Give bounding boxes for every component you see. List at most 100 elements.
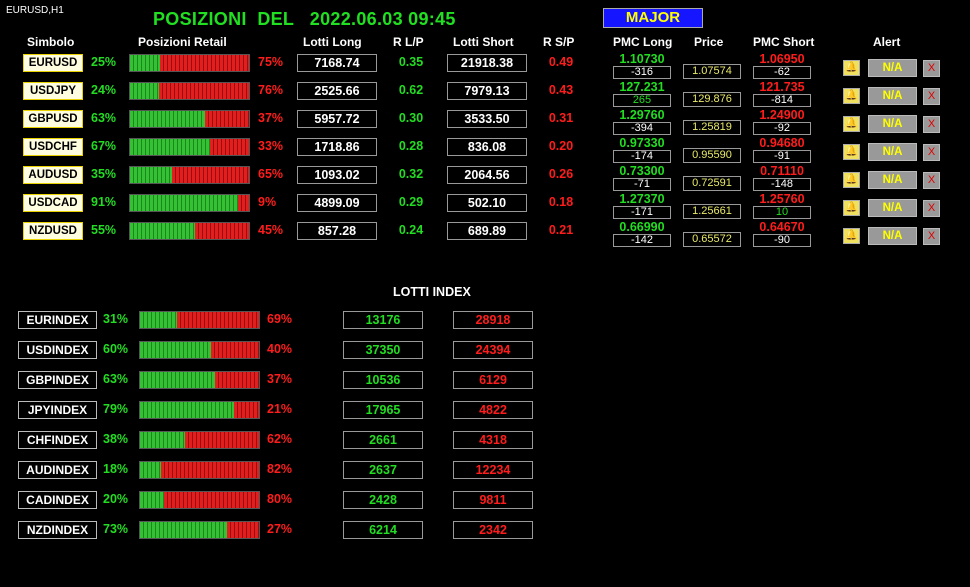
r-sp-value: 0.31 <box>548 111 574 125</box>
alert-status-button[interactable]: N/A <box>868 171 917 189</box>
alert-bell-icon[interactable]: 🔔 <box>843 200 860 216</box>
long-fill <box>130 167 172 183</box>
alert-close-button[interactable]: X <box>923 200 940 217</box>
symbol-button[interactable]: EURUSD <box>23 54 83 72</box>
alert-bell-icon[interactable]: 🔔 <box>843 116 860 132</box>
pmc-short-diff: -90 <box>753 234 811 247</box>
alert-close-button[interactable]: X <box>923 60 940 77</box>
symbol-button[interactable]: USDCAD <box>23 194 83 212</box>
index-long-fill <box>140 312 177 328</box>
alert-bell-icon[interactable]: 🔔 <box>843 144 860 160</box>
index-long-percent: 73% <box>103 522 129 536</box>
lotti-short-field: 21918.38 <box>447 54 527 72</box>
major-button[interactable]: MAJOR <box>603 8 703 28</box>
alert-bell-icon[interactable]: 🔔 <box>843 88 860 104</box>
short-fill <box>159 55 249 71</box>
retail-position-bar <box>129 82 250 100</box>
current-price: 0.72591 <box>683 176 741 191</box>
r-lp-value: 0.30 <box>398 111 424 125</box>
index-short-percent: 37% <box>267 372 293 386</box>
index-name-button[interactable]: EURINDEX <box>18 311 97 329</box>
lotti-index-title: LOTTI INDEX <box>393 285 471 299</box>
lotti-long-field: 4899.09 <box>297 194 377 212</box>
header-r-lp: R L/P <box>393 35 424 49</box>
index-short-fill <box>211 342 259 358</box>
index-long-percent: 20% <box>103 492 129 506</box>
header-r-sp: R S/P <box>543 35 575 49</box>
alert-bell-icon[interactable]: 🔔 <box>843 60 860 76</box>
long-percent: 24% <box>91 83 117 97</box>
index-long-fill <box>140 402 234 418</box>
alert-status-button[interactable]: N/A <box>868 115 917 133</box>
symbol-button[interactable]: GBPUSD <box>23 110 83 128</box>
index-name-button[interactable]: USDINDEX <box>18 341 97 359</box>
index-short-lots: 4822 <box>453 401 533 419</box>
index-long-lots: 13176 <box>343 311 423 329</box>
pmc-long-diff: -316 <box>613 66 671 79</box>
lotti-short-field: 3533.50 <box>447 110 527 128</box>
pmc-long-diff: 265 <box>613 94 671 107</box>
alert-close-button[interactable]: X <box>923 144 940 161</box>
index-short-fill <box>226 522 259 538</box>
index-name-button[interactable]: NZDINDEX <box>18 521 97 539</box>
pmc-short-value: 1.24900 <box>759 108 805 122</box>
pmc-short-diff: -814 <box>753 94 811 107</box>
alert-status-button[interactable]: N/A <box>868 199 917 217</box>
retail-position-bar <box>129 138 250 156</box>
index-name-button[interactable]: CADINDEX <box>18 491 97 509</box>
index-long-lots: 6214 <box>343 521 423 539</box>
r-sp-value: 0.49 <box>548 55 574 69</box>
short-fill <box>238 195 249 211</box>
lotti-long-field: 1093.02 <box>297 166 377 184</box>
index-name-button[interactable]: AUDINDEX <box>18 461 97 479</box>
short-percent: 75% <box>258 55 284 69</box>
long-fill <box>130 195 239 211</box>
long-percent: 67% <box>91 139 117 153</box>
pmc-long-value: 0.97330 <box>619 136 665 150</box>
header-pmc-short: PMC Short <box>753 35 815 49</box>
index-long-fill <box>140 342 212 358</box>
alert-status-button[interactable]: N/A <box>868 87 917 105</box>
pmc-long-value: 1.10730 <box>619 52 665 66</box>
symbol-button[interactable]: AUDUSD <box>23 166 83 184</box>
long-percent: 35% <box>91 167 117 181</box>
pmc-long-diff: -71 <box>613 178 671 191</box>
index-position-bar <box>139 491 260 509</box>
index-short-percent: 21% <box>267 402 293 416</box>
index-name-button[interactable]: CHFINDEX <box>18 431 97 449</box>
pmc-long-value: 0.73300 <box>619 164 665 178</box>
pmc-short-diff: -91 <box>753 150 811 163</box>
pmc-long-diff: -394 <box>613 122 671 135</box>
alert-close-button[interactable]: X <box>923 172 940 189</box>
long-percent: 55% <box>91 223 117 237</box>
pmc-long-value: 1.29760 <box>619 108 665 122</box>
pmc-short-value: 1.06950 <box>759 52 805 66</box>
lotti-long-field: 857.28 <box>297 222 377 240</box>
index-short-lots: 2342 <box>453 521 533 539</box>
alert-close-button[interactable]: X <box>923 116 940 133</box>
index-name-button[interactable]: JPYINDEX <box>18 401 97 419</box>
short-percent: 65% <box>258 167 284 181</box>
index-name-button[interactable]: GBPINDEX <box>18 371 97 389</box>
alert-status-button[interactable]: N/A <box>868 143 917 161</box>
r-sp-value: 0.26 <box>548 167 574 181</box>
alert-close-button[interactable]: X <box>923 88 940 105</box>
alert-bell-icon[interactable]: 🔔 <box>843 228 860 244</box>
short-fill <box>158 83 249 99</box>
retail-position-bar <box>129 166 250 184</box>
lotti-short-field: 2064.56 <box>447 166 527 184</box>
symbol-button[interactable]: USDCHF <box>23 138 83 156</box>
symbol-button[interactable]: USDJPY <box>23 82 83 100</box>
pmc-short-diff: -92 <box>753 122 811 135</box>
alert-close-button[interactable]: X <box>923 228 940 245</box>
index-long-lots: 2428 <box>343 491 423 509</box>
current-price: 129.876 <box>683 92 741 107</box>
index-position-bar <box>139 371 260 389</box>
index-long-fill <box>140 462 162 478</box>
alert-status-button[interactable]: N/A <box>868 59 917 77</box>
header-price: Price <box>694 35 724 49</box>
alert-bell-icon[interactable]: 🔔 <box>843 172 860 188</box>
alert-status-button[interactable]: N/A <box>868 227 917 245</box>
chart-symbol-label: EURUSD,H1 <box>6 5 64 16</box>
symbol-button[interactable]: NZDUSD <box>23 222 83 240</box>
